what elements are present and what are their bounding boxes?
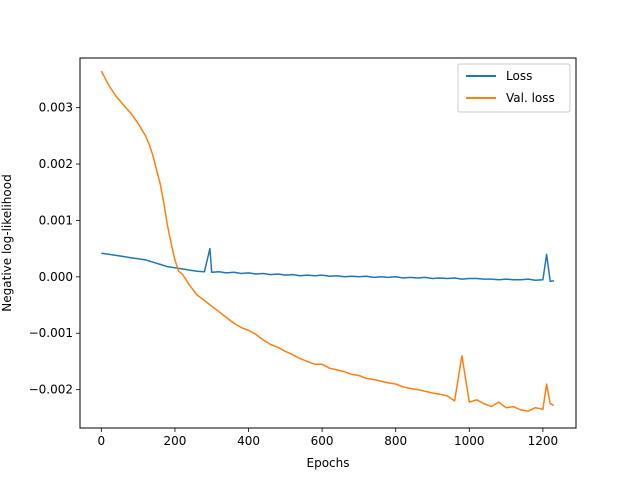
y-axis-label: Negative log-likelihood <box>0 174 14 311</box>
x-axis-label: Epochs <box>307 456 350 470</box>
legend-label-loss: Loss <box>506 69 532 83</box>
y-tick-label: 0.002 <box>39 157 73 171</box>
series-line-loss <box>101 247 555 283</box>
legend-label-val-loss: Val. loss <box>506 91 555 105</box>
y-tick-label: −0.001 <box>29 326 73 340</box>
y-tick-label: 0.001 <box>39 213 73 227</box>
x-tick-label: 400 <box>237 434 260 448</box>
x-axis: 0 200 400 600 800 1000 1200 <box>98 428 559 448</box>
series-layer <box>100 70 555 412</box>
x-tick-label: 1200 <box>528 434 559 448</box>
x-tick-label: 600 <box>311 434 334 448</box>
x-tick-label: 800 <box>384 434 407 448</box>
series-line-val-loss <box>100 70 555 412</box>
y-tick-label: 0.003 <box>39 101 73 115</box>
y-axis: −0.002 −0.001 0.000 0.001 0.002 0.003 <box>29 101 80 397</box>
legend: Loss Val. loss <box>457 63 571 113</box>
plot-frame <box>79 57 577 429</box>
x-tick-label: 200 <box>163 434 186 448</box>
y-tick-label: −0.002 <box>29 383 73 397</box>
x-tick-label: 1000 <box>454 434 485 448</box>
y-tick-label: 0.000 <box>39 270 73 284</box>
x-tick-label: 0 <box>98 434 106 448</box>
